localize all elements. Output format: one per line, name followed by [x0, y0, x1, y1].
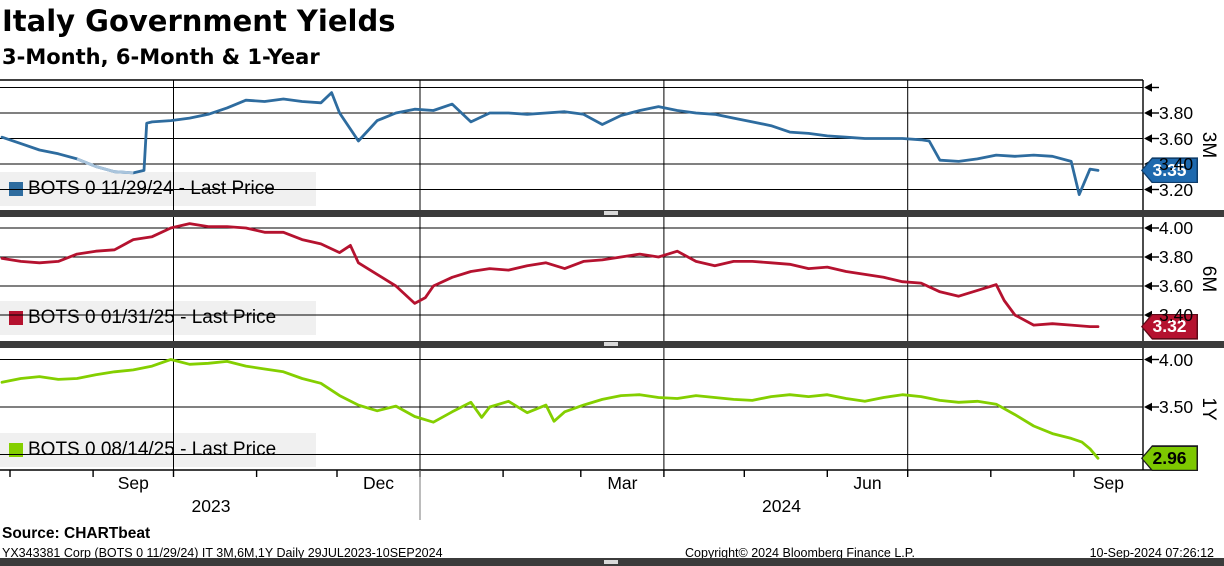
legend-1y[interactable]: BOTS 0 08/14/25 - Last Price: [0, 433, 316, 467]
last-price-badge-1y-value: 2.96: [1142, 446, 1197, 470]
y-axis-tick-label: 3.50: [1159, 397, 1194, 417]
legend-3m[interactable]: BOTS 0 11/29/24 - Last Price: [0, 172, 316, 206]
y-axis-tick-label: 4.00: [1159, 218, 1194, 238]
source-label: Source: CHARTbeat: [2, 525, 151, 542]
axis-panel-label-3m: 3M: [1198, 131, 1219, 159]
y-axis-tick-label: 3.60: [1159, 276, 1194, 296]
x-axis-month-label: Jun: [853, 473, 882, 493]
legend-swatch-1y-icon: [9, 443, 23, 457]
x-axis-year-label: 2024: [762, 496, 801, 516]
legend-label-6m: BOTS 0 01/31/25 - Last Price: [28, 307, 277, 328]
page-subtitle: 3-Month, 6-Month & 1-Year: [2, 45, 320, 69]
y-axis-tick-label: 3.80: [1159, 103, 1194, 123]
x-axis-month-label: Mar: [607, 473, 638, 493]
page-title: Italy Government Yields: [2, 4, 396, 38]
y-axis-tick-label: 3.20: [1159, 179, 1194, 200]
panel-separator-handle[interactable]: [604, 211, 618, 215]
last-price-badge-6m-value: 3.32: [1142, 315, 1197, 339]
legend-swatch-6m-icon: [9, 311, 23, 325]
y-axis-tick-label: 3.40: [1159, 305, 1194, 325]
bottom-divider-handle[interactable]: [604, 560, 618, 564]
legend-label-3m: BOTS 0 11/29/24 - Last Price: [28, 178, 275, 199]
last-price-badge-6m: 3.32: [1141, 313, 1198, 340]
legend-label-1y: BOTS 0 08/14/25 - Last Price: [28, 439, 277, 460]
x-axis-month-label: Sep: [1092, 473, 1124, 493]
x-axis-month-label: Sep: [117, 473, 149, 493]
last-price-badge-1y: 2.96: [1141, 445, 1198, 472]
last-price-badge-3m-value: 3.35: [1142, 158, 1197, 182]
copyright-label: Copyright© 2024 Bloomberg Finance L.P.: [685, 546, 915, 560]
security-info: YX343381 Corp (BOTS 0 11/29/24) IT 3M,6M…: [2, 546, 443, 560]
last-price-badge-3m: 3.35: [1141, 157, 1198, 184]
x-axis-year-label: 2023: [191, 496, 231, 516]
legend-6m[interactable]: BOTS 0 01/31/25 - Last Price: [0, 301, 316, 335]
y-axis-tick-label: 3.40: [1159, 154, 1194, 174]
y-axis-tick-label: 4.00: [1159, 349, 1194, 370]
x-axis-month-label: Dec: [362, 473, 395, 493]
y-axis-tick-label: 3.60: [1159, 128, 1194, 149]
timestamp-label: 10-Sep-2024 07:26:12: [1089, 546, 1214, 560]
series-line-light-segment: [76, 157, 134, 175]
axis-panel-label-6m: 6M: [1198, 265, 1219, 293]
legend-swatch-3m-icon: [9, 182, 23, 196]
y-axis-tick-label: 3.80: [1159, 247, 1194, 267]
panel-separator-handle[interactable]: [604, 342, 618, 346]
axis-panel-label-1y: 1Y: [1198, 397, 1219, 421]
